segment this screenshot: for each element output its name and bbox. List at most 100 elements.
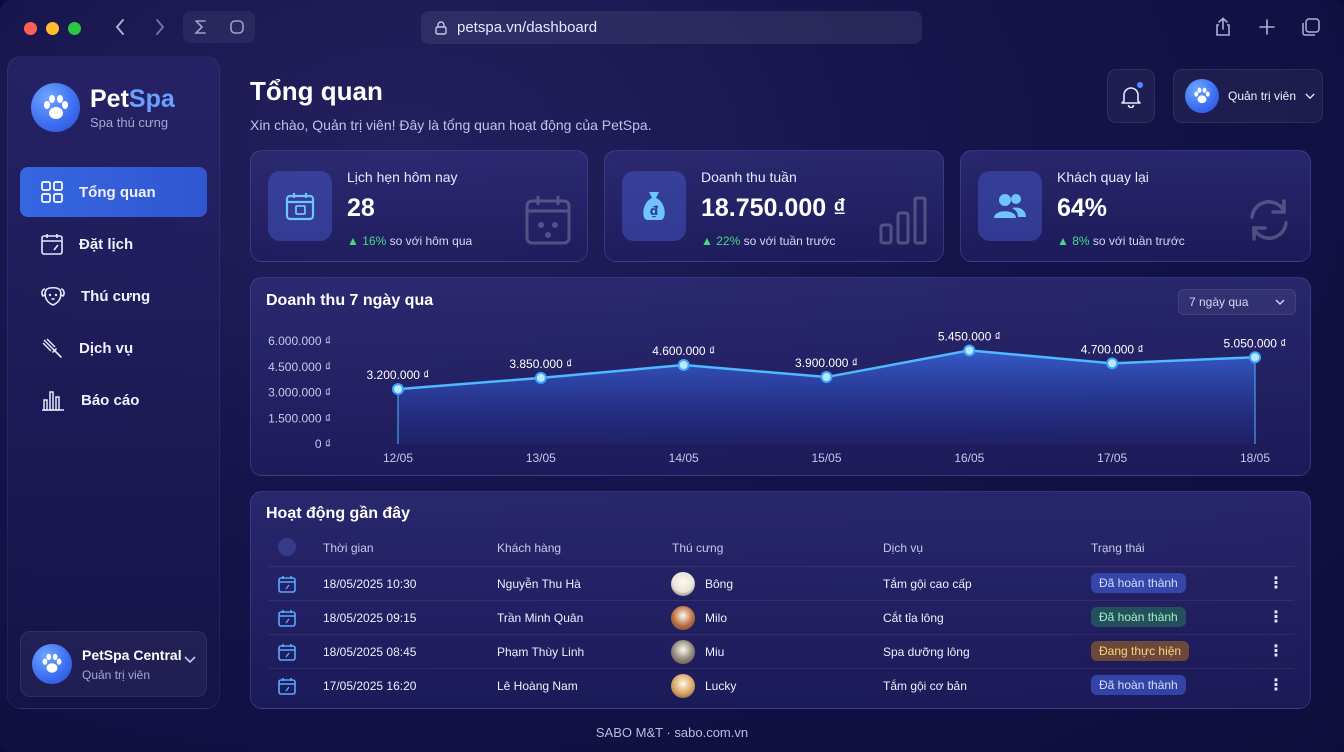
brush-icon bbox=[42, 338, 62, 358]
minimize-window-button[interactable] bbox=[46, 22, 59, 35]
stat-trend: ▲ 16% so với hôm qua bbox=[347, 234, 473, 248]
column-header-service: Dịch vụ bbox=[883, 541, 924, 555]
x-tick-label: 16/05 bbox=[954, 451, 984, 465]
status-badge: Đã hoàn thành bbox=[1091, 573, 1186, 593]
extension-group bbox=[183, 11, 255, 43]
chart-point[interactable] bbox=[820, 371, 833, 384]
brand-logo[interactable]: PetSpa Spa thú cưng bbox=[31, 83, 175, 132]
window-controls bbox=[24, 22, 81, 35]
back-button[interactable] bbox=[100, 11, 140, 43]
chart-point[interactable] bbox=[392, 383, 404, 396]
paw-icon bbox=[32, 644, 72, 684]
users-icon bbox=[978, 171, 1042, 241]
plus-icon bbox=[1259, 19, 1275, 35]
y-tick-label: 0 ₫ bbox=[315, 437, 331, 451]
cell-time: 18/05/2025 09:15 bbox=[323, 611, 417, 625]
page-subtitle: Xin chào, Quản trị viên! Đây là tổng qua… bbox=[250, 117, 652, 133]
trend-text: so với hôm qua bbox=[386, 234, 473, 248]
chevron-left-icon bbox=[115, 19, 124, 35]
table-row[interactable]: 18/05/2025 09:15 Trần Minh Quân Milo Cắt tỉ… bbox=[268, 600, 1294, 634]
stat-trend: ▲ 8% so với tuần trước bbox=[1057, 234, 1185, 248]
chevron-down-icon bbox=[1275, 299, 1285, 305]
grid-icon bbox=[41, 181, 63, 203]
chevron-down-icon bbox=[184, 656, 196, 664]
dog-icon bbox=[41, 286, 65, 306]
calendar-icon bbox=[278, 610, 296, 627]
chart-point[interactable] bbox=[1249, 351, 1261, 364]
forward-button[interactable] bbox=[140, 11, 180, 43]
cell-customer: Lê Hoàng Nam bbox=[497, 679, 578, 693]
select-all-icon bbox=[278, 538, 296, 556]
sidebar-item-thu-cung[interactable]: Thú cưng bbox=[20, 271, 207, 321]
tabs-icon bbox=[1302, 18, 1320, 36]
chart-point[interactable] bbox=[534, 371, 547, 384]
calendar-icon bbox=[278, 644, 296, 661]
row-actions-button[interactable]: ⋮ bbox=[1268, 677, 1284, 694]
brand-name-spa: Spa bbox=[128, 85, 175, 113]
sidebar-item-label: Báo cáo bbox=[81, 391, 140, 409]
url-text: petspa.vn/dashboard bbox=[457, 19, 598, 36]
cell-time: 18/05/2025 10:30 bbox=[323, 577, 417, 591]
pet-avatar bbox=[671, 606, 695, 630]
table-row[interactable]: 18/05/2025 08:45 Phạm Thùy Linh Miu Spa dưỡ… bbox=[268, 634, 1294, 668]
stat-card-revenue[interactable]: ₫ Doanh thu tuần 18.750.000 ₫ ▲ 22% so v… bbox=[604, 150, 944, 262]
range-select[interactable]: 7 ngày qua bbox=[1178, 289, 1296, 315]
user-menu-button[interactable]: Quản trị viên bbox=[1173, 69, 1323, 123]
chart-point[interactable] bbox=[963, 344, 976, 357]
chart-point[interactable] bbox=[1106, 357, 1119, 370]
paw-icon bbox=[31, 83, 80, 132]
share-button[interactable] bbox=[1210, 14, 1236, 40]
sidebar-item-label: Tổng quan bbox=[79, 183, 156, 201]
column-header-status: Trạng thái bbox=[1091, 541, 1145, 555]
notification-dot bbox=[1137, 82, 1143, 88]
data-label: 4.700.000 ₫ bbox=[1081, 342, 1144, 356]
data-label: 3.900.000 ₫ bbox=[795, 356, 858, 370]
calendar-icon bbox=[41, 234, 63, 255]
data-label: 5.050.000 ₫ bbox=[1224, 336, 1287, 350]
table-header: Thời gian Khách hàng Thú cưng Dịch vụ Tr… bbox=[251, 538, 1310, 558]
stat-value: 18.750.000 ₫ bbox=[701, 194, 846, 222]
stat-card-returning[interactable]: Khách quay lại 64% ▲ 8% so với tuần trướ… bbox=[960, 150, 1311, 262]
maximize-window-button[interactable] bbox=[68, 22, 81, 35]
calendar-icon bbox=[268, 171, 332, 241]
sidebar-item-dich-vu[interactable]: Dịch vụ bbox=[20, 323, 207, 373]
status-badge: Đang thực hiện bbox=[1091, 641, 1190, 661]
stat-card-appointments[interactable]: Lịch hẹn hôm nay 28 ▲ 16% so với hôm qua bbox=[250, 150, 588, 262]
row-actions-button[interactable]: ⋮ bbox=[1268, 575, 1284, 592]
browser-toolbar: petspa.vn/dashboard bbox=[0, 0, 1344, 56]
x-tick-label: 17/05 bbox=[1097, 451, 1127, 465]
address-bar[interactable]: petspa.vn/dashboard bbox=[421, 11, 922, 44]
row-actions-button[interactable]: ⋮ bbox=[1268, 609, 1284, 626]
tab-overview-button[interactable] bbox=[219, 11, 255, 43]
x-tick-label: 14/05 bbox=[669, 451, 699, 465]
money-bag-icon: ₫ bbox=[622, 171, 686, 241]
new-tab-button[interactable] bbox=[1254, 14, 1280, 40]
chart-point[interactable] bbox=[677, 359, 690, 372]
table-row[interactable]: 17/05/2025 16:20 Lê Hoàng Nam Lucky Tắm gội… bbox=[268, 668, 1294, 702]
table-row[interactable]: 18/05/2025 10:30 Nguyễn Thu Hà Bông Tắm gội… bbox=[268, 566, 1294, 600]
row-actions-button[interactable]: ⋮ bbox=[1268, 643, 1284, 660]
y-tick-label: 6.000.000 ₫ bbox=[268, 334, 331, 348]
brand-text: PetSpa Spa thú cưng bbox=[90, 85, 175, 130]
sidebar-item-tong-quan[interactable]: Tổng quan bbox=[20, 167, 207, 217]
store-switcher[interactable]: PetSpa Central Quản trị viên bbox=[20, 631, 207, 697]
cell-pet: Miu bbox=[705, 645, 725, 659]
lock-icon bbox=[435, 20, 447, 35]
data-label: 3.850.000 ₫ bbox=[509, 357, 572, 371]
tabs-overview-button[interactable] bbox=[1298, 14, 1324, 40]
trend-percent: 22% bbox=[716, 234, 741, 248]
recent-activity-card: Hoạt động gần đây Thời gian Khách hàng T… bbox=[250, 491, 1311, 709]
y-tick-label: 3.000.000 ₫ bbox=[268, 386, 331, 400]
sidebar-item-bao-cao[interactable]: Báo cáo bbox=[20, 375, 207, 425]
notifications-button[interactable] bbox=[1107, 69, 1155, 123]
trend-percent: 16% bbox=[362, 234, 387, 248]
x-tick-label: 13/05 bbox=[526, 451, 556, 465]
reload-icon bbox=[230, 20, 244, 34]
sidebar-item-dat-lich[interactable]: Đặt lịch bbox=[20, 219, 207, 269]
revenue-chart: 0 ₫ 1.500.000 ₫ 3.000.000 ₫ 4.500.000 ₫ 6.00… bbox=[268, 329, 1287, 465]
close-window-button[interactable] bbox=[24, 22, 37, 35]
svg-text:₫: ₫ bbox=[650, 204, 659, 218]
extension-button[interactable] bbox=[183, 11, 219, 43]
brand-subtitle: Spa thú cưng bbox=[90, 115, 169, 130]
calendar-bg-icon bbox=[525, 196, 571, 245]
